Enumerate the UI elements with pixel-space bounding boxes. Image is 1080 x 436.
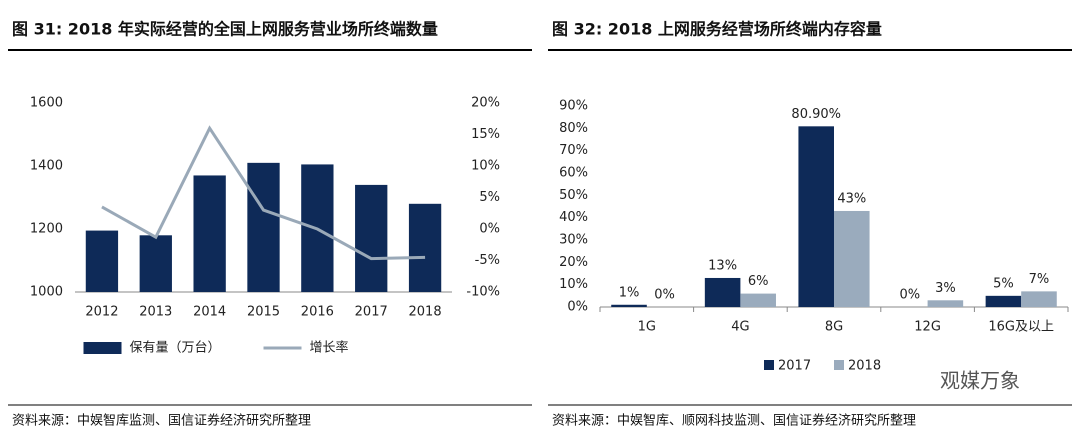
bar [247,162,280,292]
legend-label: 2018 [848,359,881,374]
value-label: 80.90% [791,107,841,122]
x-tick-label: 12G [914,320,941,335]
bar [927,300,964,307]
y-tick-label: 60% [559,166,588,181]
bar [798,126,834,307]
x-tick-label: 2016 [301,305,334,320]
value-label: 1% [619,285,640,300]
y2-tick-label: -5% [475,253,500,268]
y2-tick-label: 15% [471,127,500,142]
y-tick-label: 80% [559,121,588,136]
value-label: 13% [708,258,737,273]
y-tick-label: 30% [559,233,588,248]
bar [611,304,647,307]
legend-label: 增长率 [310,340,349,356]
legend-swatch [834,360,844,370]
value-label: 3% [935,281,956,296]
legend-swatch [764,360,774,370]
y-tick-label: 1000 [30,285,63,300]
y-tick-label: 40% [559,210,588,225]
bar [85,230,119,292]
legend-swatch [83,342,122,354]
x-tick-label: 2013 [139,305,172,320]
y-tick-label: 70% [559,143,588,158]
value-label: 6% [748,274,769,289]
x-tick-label: 16G及以上 [988,320,1054,335]
y-tick-label: 10% [559,277,588,292]
x-tick-label: 8G [825,320,843,335]
x-tick-label: 2015 [247,305,280,320]
bar [985,295,1022,307]
line [101,125,426,261]
legend-label: 保有量（万台） [130,341,221,356]
bar [740,293,776,307]
value-label: 43% [837,191,866,206]
source: 资料来源：中娱智库、顺网科技监测、国信证券经济研究所整理 [552,413,916,429]
y-tick-label: 20% [559,255,588,270]
source: 资料来源：中娱智库监测、国信证券经济研究所整理 [12,413,311,429]
y-tick-label: 0% [567,300,588,315]
bar [704,277,741,307]
x-tick-label: 2017 [355,305,388,320]
y2-tick-label: 5% [479,190,500,205]
y2-tick-label: 0% [479,222,500,237]
watermark: 观媒万象 [940,369,1020,393]
y-tick-label: 1200 [30,222,63,237]
y2-tick-label: -10% [466,285,500,300]
value-label: 5% [993,276,1014,291]
x-tick-label: 1G [638,320,656,335]
legend-label: 2017 [778,359,811,374]
bar [408,203,442,292]
chart-title: 图 32: 2018 上网服务经营场所终端内存容量 [552,20,882,39]
chart-title: 图 31: 2018 年实际经营的全国上网服务营业场所终端数量 [12,20,438,39]
x-tick-label: 2014 [193,305,226,320]
bar [193,175,226,292]
bar [139,235,172,292]
x-tick-label: 4G [731,320,749,335]
y-tick-label: 50% [559,188,588,203]
x-tick-label: 2012 [85,305,118,320]
bar [355,184,388,292]
y2-tick-label: 10% [471,159,500,174]
x-tick-label: 2018 [409,305,442,320]
value-label: 0% [654,288,675,303]
bar [1021,291,1057,307]
y-tick-label: 1600 [30,96,63,111]
y2-tick-label: 20% [471,96,500,111]
y-tick-label: 1400 [30,159,63,174]
y-tick-label: 90% [559,99,588,114]
value-label: 0% [900,288,921,303]
value-label: 7% [1029,272,1050,287]
bar [834,210,870,307]
